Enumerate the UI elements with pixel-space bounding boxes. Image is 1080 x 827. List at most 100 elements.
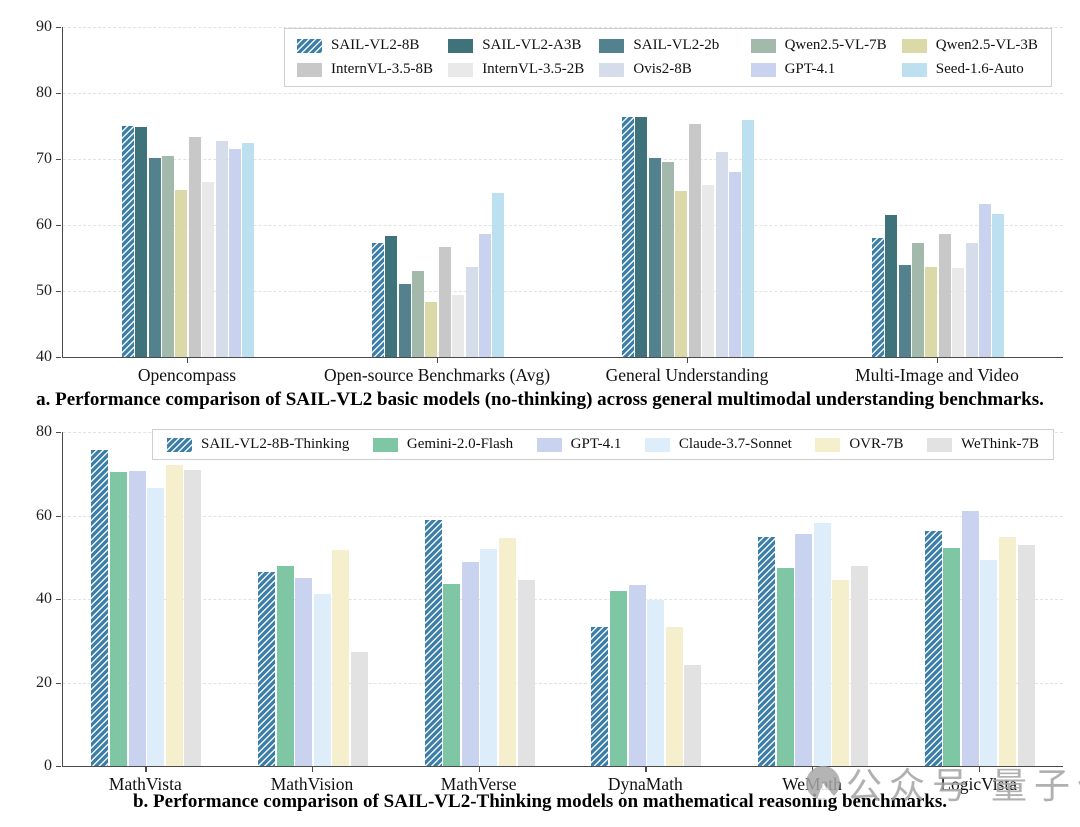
legend-label: GPT-4.1	[570, 436, 622, 452]
y-tick-label: 80	[36, 84, 52, 101]
bar	[943, 547, 961, 766]
bar	[91, 449, 109, 766]
legend-label: Ovis2-8B	[633, 61, 692, 77]
plot-area-chart-b	[62, 432, 1063, 767]
legend-item: Qwen2.5-VL-7B	[750, 37, 888, 54]
x-tick-mark	[312, 767, 314, 772]
bar	[465, 267, 478, 357]
bar	[965, 242, 978, 357]
bar	[688, 124, 701, 357]
legend-swatch	[372, 437, 398, 452]
legend-item: SAIL-VL2-8B	[297, 37, 434, 54]
caption-a: a. Performance comparison of SAIL-VL2 ba…	[36, 389, 1044, 410]
bar	[728, 171, 741, 357]
gridline-y-90	[63, 27, 1063, 28]
x-axis-label-logicvista: LogicVista	[940, 774, 1018, 794]
bar	[832, 580, 850, 766]
legend-swatch	[927, 437, 953, 452]
legend-swatch	[599, 38, 625, 53]
legend-item: OVR-7B	[815, 436, 904, 453]
bar	[938, 233, 951, 357]
legend-label: SAIL-VL2-A3B	[482, 37, 582, 53]
watermark: 公众号 量子位	[806, 757, 1080, 809]
legend-label: Seed-1.6-Auto	[935, 61, 1024, 77]
legend-item: SAIL-VL2-A3B	[448, 37, 585, 54]
bar	[148, 157, 161, 357]
bar	[492, 193, 505, 357]
chart-general-multimodal-benchmarks: SAIL-VL2-8B SAIL-VL2-A3B SAIL-VL2-2b Qwen2.…	[0, 0, 1080, 388]
legend-item: Gemini-2.0-Flash	[372, 436, 513, 453]
bar	[128, 470, 146, 766]
x-tick-mark	[937, 358, 939, 363]
bar	[242, 143, 255, 357]
bar	[635, 117, 648, 357]
y-tick-mark	[56, 432, 61, 434]
legend-swatch	[536, 437, 562, 452]
plot-area-chart-a	[62, 27, 1063, 358]
bar	[215, 141, 228, 357]
bar	[591, 626, 609, 766]
gridline-y-80	[63, 93, 1063, 94]
bar	[648, 157, 661, 357]
bar	[385, 235, 398, 357]
legend-chart-b: SAIL-VL2-8B-Thinking Gemini-2.0-Flash GPT-…	[152, 429, 1054, 460]
x-axis-label-mathvista: MathVista	[108, 774, 182, 794]
legend-swatch	[448, 62, 474, 77]
x-tick-mark	[437, 358, 439, 363]
y-tick-label: 60	[36, 506, 52, 524]
gridline-y-20	[63, 682, 1063, 684]
bar	[851, 566, 868, 766]
bar	[202, 182, 215, 357]
y-tick-label: 50	[36, 282, 52, 299]
y-tick-mark	[56, 766, 61, 768]
gridline-y-50	[63, 291, 1063, 292]
bar	[924, 530, 942, 766]
bar	[371, 243, 384, 357]
caption-b: b. Performance comparison of SAIL-VL2-Th…	[132, 791, 948, 812]
legend-swatch	[167, 437, 192, 452]
bar	[188, 136, 201, 357]
y-tick-label: 20	[36, 673, 52, 691]
bar	[175, 190, 188, 357]
legend-swatch	[644, 437, 670, 452]
bar	[628, 585, 646, 766]
legend-item: Seed-1.6-Auto	[901, 61, 1039, 78]
legend-swatch	[448, 38, 474, 53]
bar	[1017, 544, 1035, 766]
legend-label: WeThink-7B	[961, 436, 1039, 452]
bar	[898, 265, 911, 357]
x-axis-label-open-source-benchmarks-avg-: Open-source Benchmarks (Avg)	[323, 365, 551, 385]
y-tick-mark	[56, 93, 61, 95]
y-tick-mark	[56, 225, 61, 227]
legend-item: InternVL-3.5-2B	[448, 61, 585, 78]
legend-item: WeThink-7B	[927, 436, 1039, 453]
bar	[871, 238, 884, 357]
bar	[121, 126, 134, 357]
legend-item: Ovis2-8B	[599, 61, 736, 78]
bar	[621, 117, 634, 357]
y-tick-mark	[56, 291, 61, 293]
bar	[684, 664, 702, 766]
bar	[499, 538, 517, 766]
bar	[480, 548, 498, 766]
bar	[438, 247, 451, 357]
bar	[885, 215, 898, 357]
legend-label: OVR-7B	[849, 436, 904, 452]
bar	[715, 152, 728, 357]
bar	[165, 464, 183, 766]
legend-label: SAIL-VL2-8B	[331, 37, 420, 53]
bar	[295, 578, 313, 766]
x-axis-label-mathvision: MathVision	[270, 774, 354, 794]
y-tick-label: 90	[36, 18, 52, 35]
y-tick-label: 80	[36, 423, 52, 440]
bar	[980, 560, 998, 766]
bar	[184, 470, 202, 766]
bar	[147, 488, 165, 766]
bar	[742, 120, 755, 357]
bar	[478, 234, 491, 357]
legend-chart-a: SAIL-VL2-8B SAIL-VL2-A3B SAIL-VL2-2b Qwen2.…	[284, 28, 1052, 87]
legend-label: Claude-3.7-Sonnet	[678, 436, 792, 452]
x-tick-mark	[978, 767, 980, 772]
bar	[911, 242, 924, 357]
legend-label: Qwen2.5-VL-3B	[935, 37, 1038, 53]
